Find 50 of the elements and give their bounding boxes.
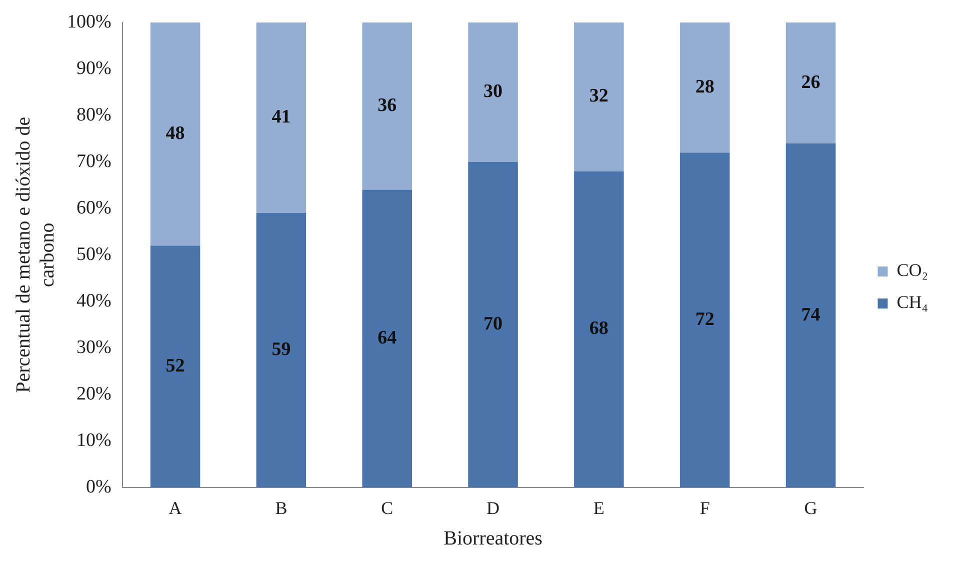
data-label: 59 [272, 339, 291, 360]
data-label: 52 [166, 355, 185, 376]
x-tick-label: F [700, 498, 710, 518]
data-label: 36 [378, 95, 397, 116]
y-tick-label: 90% [76, 58, 112, 79]
data-label: 72 [695, 308, 714, 330]
y-tick-label: 30% [76, 336, 112, 358]
bar [680, 152, 730, 488]
data-label: 32 [589, 86, 608, 107]
bar [256, 22, 306, 214]
y-tick-label: 40% [76, 290, 112, 312]
data-label: 68 [589, 318, 608, 340]
y-tick-label: 20% [76, 383, 112, 404]
y-tick-label: 70% [76, 150, 112, 172]
bar [256, 213, 306, 488]
data-label: 48 [166, 122, 185, 144]
bar [362, 190, 412, 488]
bar [786, 22, 836, 144]
data-label: 41 [272, 106, 291, 128]
x-tick-label: A [168, 498, 182, 518]
y-tick-label: 0% [86, 476, 112, 498]
y-tick-label: 100% [67, 11, 112, 32]
x-tick-label: D [486, 498, 500, 518]
x-tick-label: C [381, 498, 394, 518]
x-tick-label: G [804, 498, 818, 518]
y-tick-label: 80% [76, 104, 112, 126]
legend-label: CH₄ [896, 292, 928, 312]
bar [680, 22, 730, 153]
y-tick-label: 50% [76, 244, 112, 265]
bar [150, 246, 200, 488]
bar [786, 143, 836, 488]
bar [468, 162, 518, 488]
y-tick-label: 10% [76, 430, 112, 451]
y-tick-label: 60% [76, 197, 112, 218]
data-label: 64 [378, 328, 398, 349]
x-tick-label: E [593, 498, 604, 518]
data-label: 70 [484, 314, 503, 335]
data-label: 26 [801, 72, 820, 93]
bar [574, 22, 624, 172]
bar [574, 171, 624, 488]
bar [362, 22, 412, 190]
legend-label: CO₂ [896, 260, 928, 280]
data-label: 30 [484, 81, 503, 102]
bar [468, 22, 518, 162]
y-axis-title: Percentual de metano e dióxido de carbono [12, 116, 58, 393]
data-label: 74 [801, 304, 821, 326]
bar [150, 22, 200, 246]
x-axis-title: Biorreatores [444, 527, 543, 550]
data-label: 28 [695, 76, 714, 98]
x-tick-label: B [275, 498, 288, 518]
